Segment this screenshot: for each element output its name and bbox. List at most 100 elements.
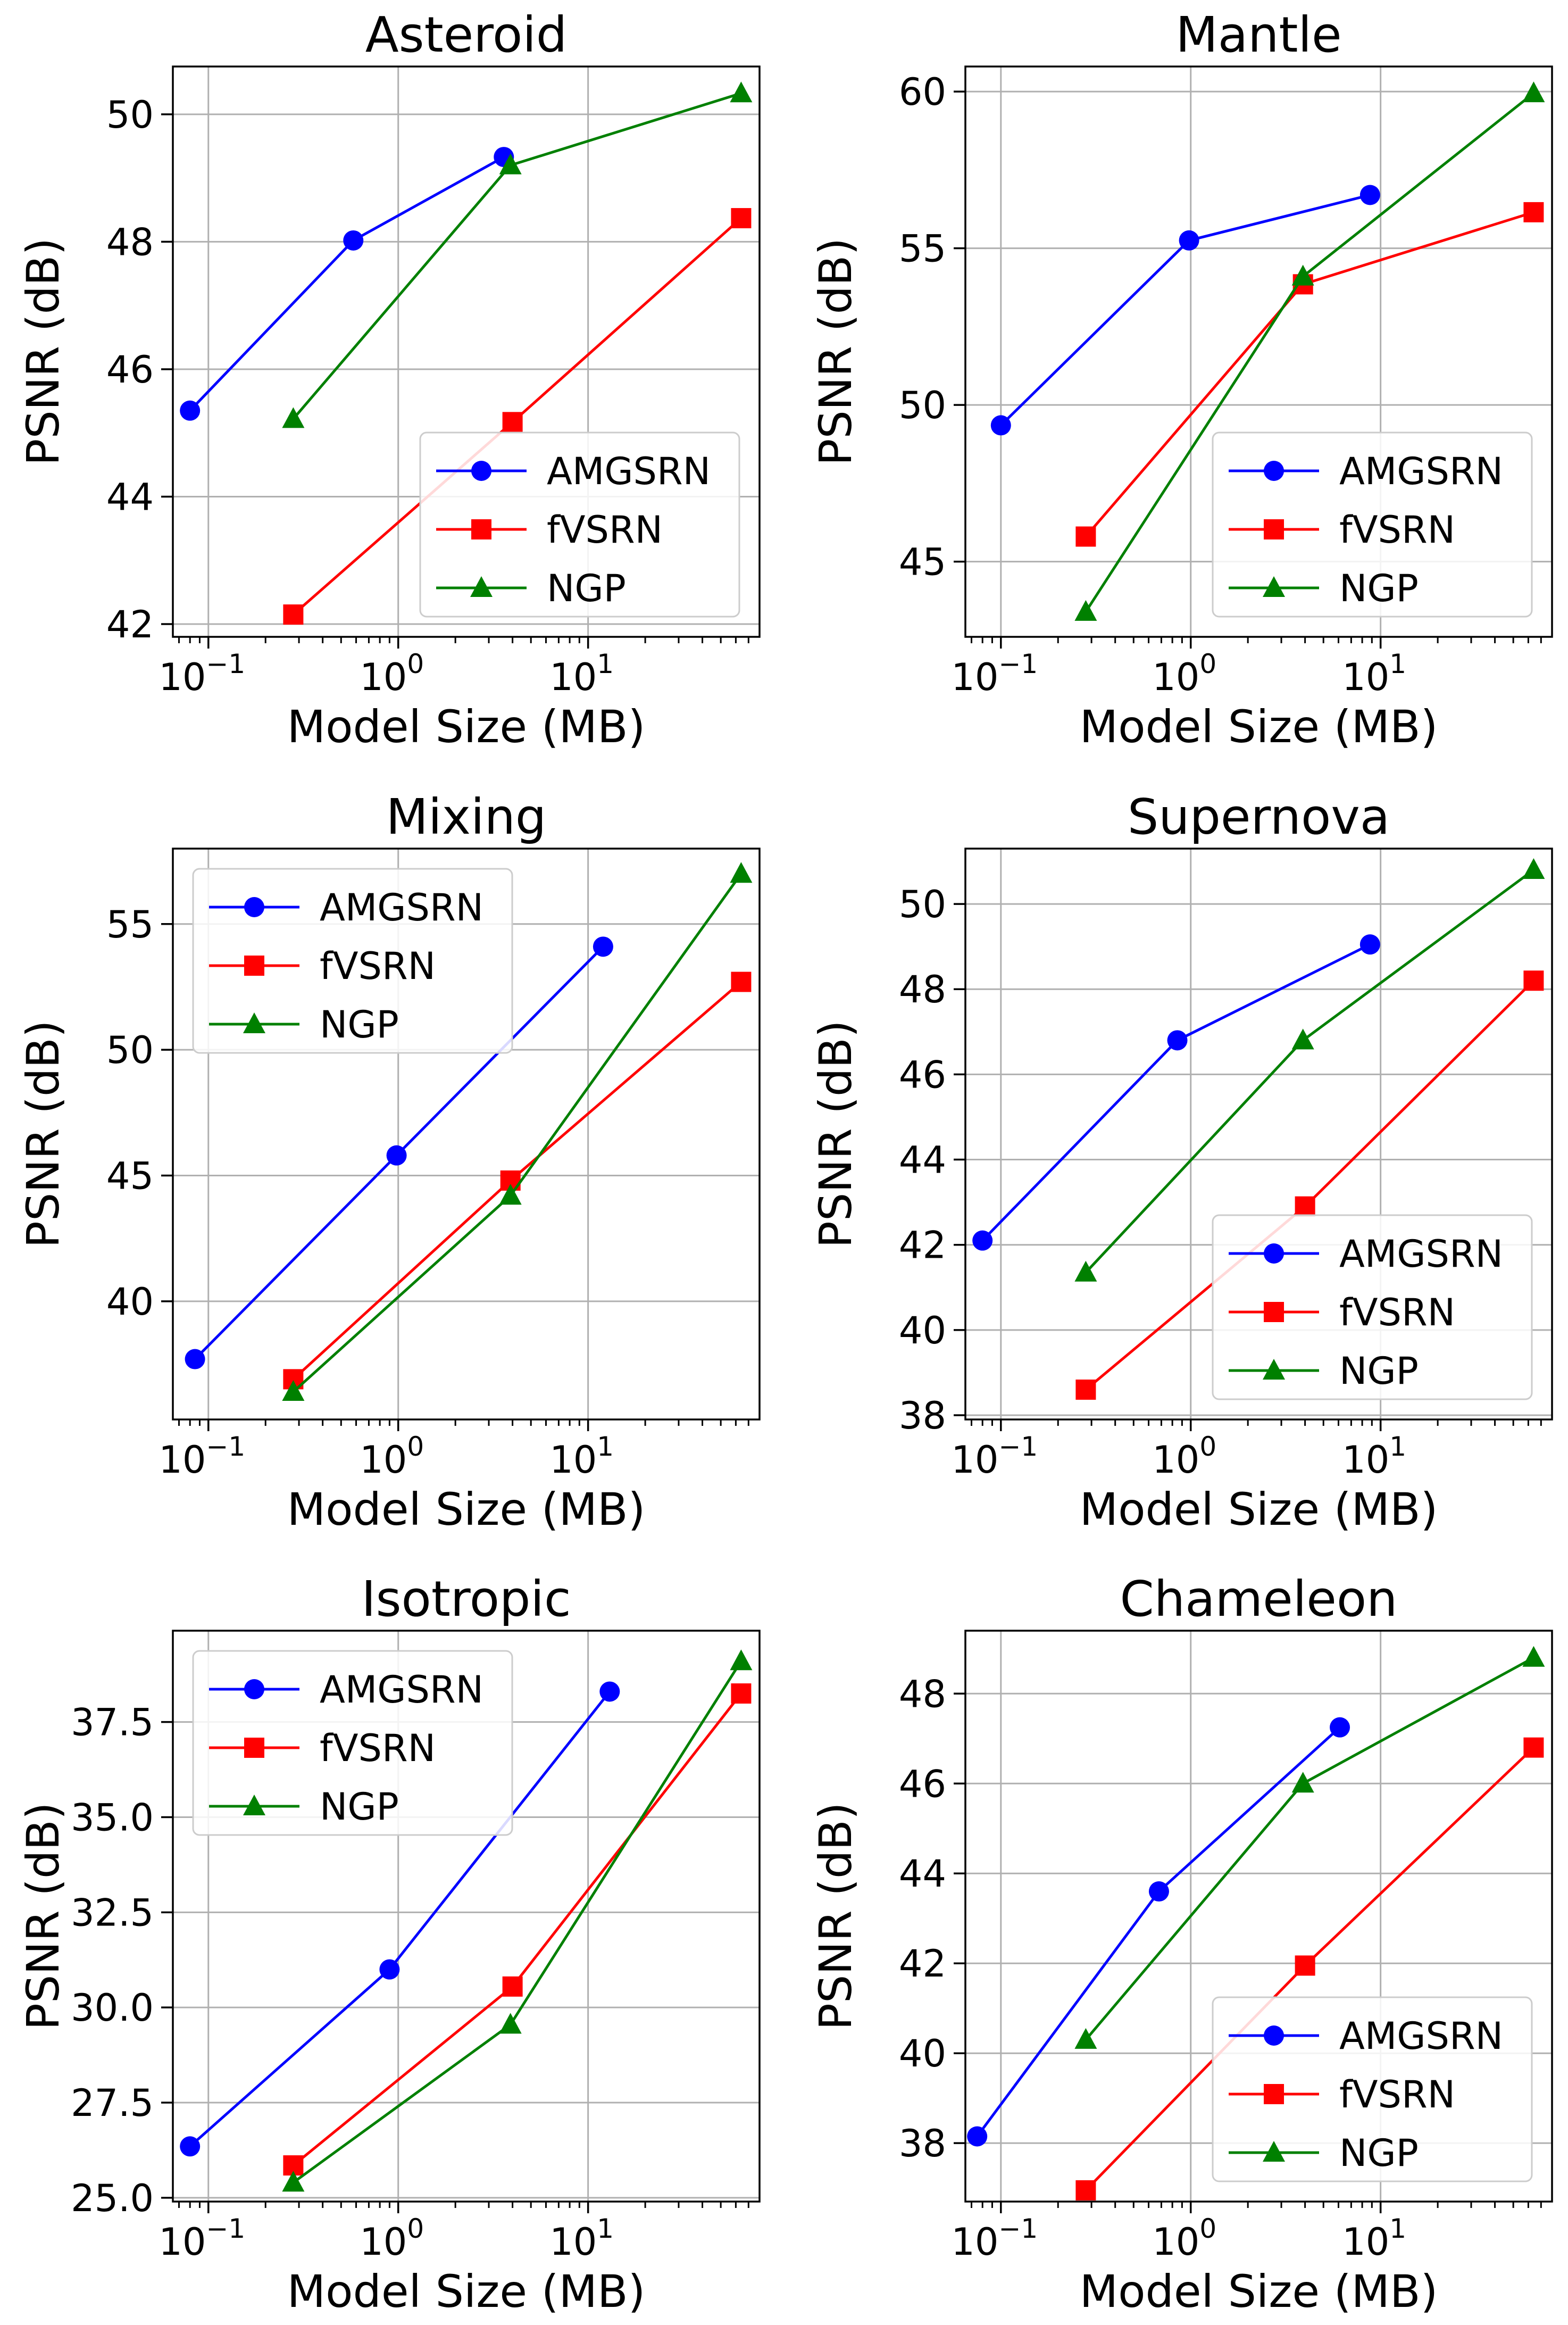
chart-title: Supernova (1128, 788, 1390, 845)
data-point-amgsrn (1330, 1717, 1350, 1738)
plot-frame (964, 848, 1553, 1421)
legend-box (1212, 1214, 1533, 1400)
legend: AMGSRN fVSRN NGP (419, 431, 740, 618)
data-point-amgsrn (967, 2126, 988, 2147)
x-tick-label: 101 (1342, 649, 1406, 699)
chart-title: Mantle (1175, 6, 1341, 63)
legend-box (1212, 431, 1533, 618)
legend-label-ngp: NGP (1339, 567, 1419, 610)
plot-frame (172, 848, 761, 1421)
data-point-ngp (499, 153, 522, 175)
data-point-fvsrn (1075, 2180, 1096, 2201)
data-point-ngp (499, 2013, 522, 2034)
legend-box (192, 1650, 513, 1836)
y-axis-label: PSNR (dB) (17, 1020, 69, 1248)
legend-label-fvsrn: fVSRN (1339, 508, 1455, 552)
x-tick-label: 10−1 (951, 1431, 1038, 1482)
legend: AMGSRN fVSRN NGP (192, 1650, 513, 1836)
data-point-ngp (730, 1649, 753, 1671)
series-line-ngp (1085, 1656, 1534, 2041)
legend-marker-amgsrn (1264, 461, 1284, 481)
y-tick-label: 37.5 (71, 1701, 154, 1745)
data-point-ngp (499, 1184, 522, 1205)
y-tick-label: 55 (899, 227, 946, 271)
legend-label-fvsrn: fVSRN (1339, 1291, 1455, 1334)
data-point-fvsrn (731, 208, 752, 229)
legend-label-ngp: NGP (320, 1003, 399, 1047)
y-axis-label: PSNR (dB) (810, 238, 862, 466)
chart-supernova: 10−1 100 101 38 40 42 44 46 48 50 Supernova Model S… (810, 788, 1553, 1535)
x-tick-label: 100 (1152, 1431, 1216, 1482)
y-tick-label: 48 (899, 1672, 946, 1716)
x-axis-label: Model Size (MB) (1080, 1483, 1438, 1535)
data-point-fvsrn (731, 971, 752, 992)
y-tick-label: 50 (106, 93, 154, 137)
chart-title: Mixing (386, 788, 547, 845)
y-tick-label: 46 (106, 348, 154, 392)
legend-marker-ngp (243, 1012, 265, 1033)
legend-label-fvsrn: fVSRN (320, 1726, 436, 1770)
data-point-amgsrn (1360, 934, 1380, 955)
data-point-amgsrn (180, 400, 201, 421)
y-tick-label: 30.0 (71, 1986, 154, 2030)
plot-frame (964, 65, 1553, 638)
y-tick-label: 46 (899, 1762, 946, 1806)
data-point-ngp (1074, 600, 1097, 621)
x-tick-label: 100 (360, 1431, 424, 1482)
legend-label-amgsrn: AMGSRN (320, 886, 483, 929)
plot-frame (964, 1630, 1553, 2203)
data-point-fvsrn (1295, 1196, 1315, 1217)
y-tick-label: 50 (106, 1028, 154, 1072)
x-tick-label: 10−1 (951, 2213, 1038, 2264)
legend-marker-fvsrn (471, 519, 491, 539)
legend-marker-fvsrn (1264, 2084, 1284, 2104)
series-line-ngp (292, 92, 742, 420)
data-point-fvsrn (1295, 1955, 1315, 1976)
data-point-ngp (1291, 264, 1314, 286)
data-point-amgsrn (1148, 1881, 1169, 1902)
y-tick-label: 38 (899, 2122, 946, 2165)
legend-label-fvsrn: fVSRN (1339, 2073, 1455, 2116)
legend-label-amgsrn: AMGSRN (1339, 450, 1503, 493)
data-point-amgsrn (1360, 185, 1380, 205)
chart-mixing: 10−1 100 101 40 45 50 55 Mixing Model Size (MB) P… (17, 788, 761, 1535)
legend-marker-fvsrn (244, 956, 264, 976)
legend-marker-fvsrn (1264, 1302, 1284, 1322)
chart-mantle: 10−1 100 101 45 50 55 60 Mantle Model Size (MB) P… (810, 6, 1553, 753)
legend: AMGSRN fVSRN NGP (1212, 1214, 1533, 1400)
legend-box (1212, 1996, 1533, 2182)
legend-label-fvsrn: fVSRN (320, 944, 436, 988)
data-point-fvsrn (1075, 526, 1096, 547)
legend: AMGSRN fVSRN NGP (1212, 1996, 1533, 2182)
legend-label-ngp: NGP (1339, 1349, 1419, 1393)
x-tick-label: 100 (360, 2213, 424, 2264)
legend: AMGSRN fVSRN NGP (192, 868, 513, 1054)
chart-title: Isotropic (361, 1571, 571, 1628)
data-point-ngp (1074, 2028, 1097, 2049)
legend-label-ngp: NGP (1339, 2131, 1419, 2175)
data-point-fvsrn (731, 1683, 752, 1704)
y-tick-label: 44 (899, 1852, 946, 1896)
y-tick-label: 35.0 (71, 1796, 154, 1840)
legend-label-ngp: NGP (320, 1785, 399, 1829)
y-tick-label: 38 (899, 1394, 946, 1438)
data-point-amgsrn (386, 1145, 407, 1166)
data-point-ngp (1522, 858, 1545, 879)
legend-label-ngp: NGP (547, 567, 626, 610)
y-tick-label: 46 (899, 1053, 946, 1097)
data-point-amgsrn (599, 1681, 620, 1702)
x-axis-label: Model Size (MB) (287, 701, 646, 753)
y-tick-label: 44 (899, 1139, 946, 1182)
x-tick-label: 101 (549, 2213, 614, 2264)
x-axis-label: Model Size (MB) (287, 2265, 646, 2318)
data-point-ngp (1522, 81, 1545, 103)
data-point-ngp (730, 81, 753, 103)
legend-marker-amgsrn (1264, 1243, 1284, 1264)
x-axis-label: Model Size (MB) (287, 1483, 646, 1535)
x-tick-label: 101 (549, 1431, 614, 1482)
y-tick-label: 48 (899, 968, 946, 1011)
data-point-amgsrn (343, 230, 364, 251)
data-point-amgsrn (1179, 230, 1199, 251)
y-tick-label: 50 (899, 883, 946, 926)
legend-box (192, 868, 513, 1054)
